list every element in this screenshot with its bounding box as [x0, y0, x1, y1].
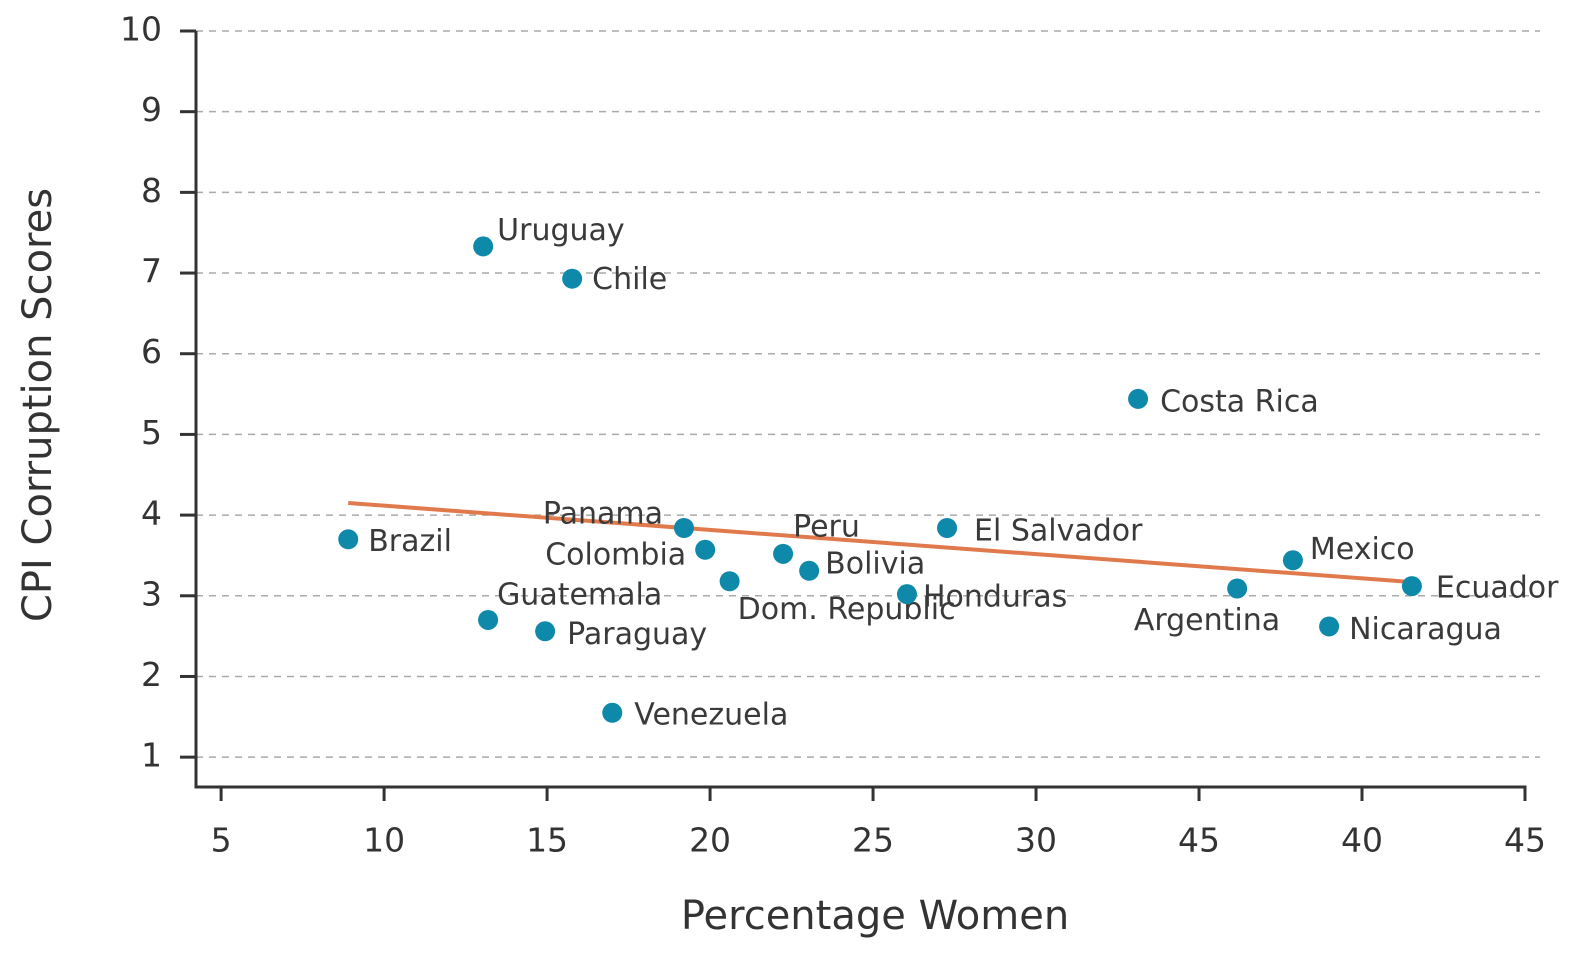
- point-label: Guatemala: [497, 577, 662, 612]
- point: [1128, 388, 1149, 409]
- point-label: Costa Rica: [1160, 384, 1319, 419]
- y-tick-label: 3: [141, 574, 162, 613]
- point-label: Argentina: [1134, 603, 1280, 638]
- point: [673, 518, 694, 539]
- x-tick-label: 25: [852, 821, 894, 860]
- y-tick-label: 5: [141, 413, 162, 452]
- point-label: Bolivia: [825, 546, 925, 581]
- point-label: Dom. Republic: [738, 592, 956, 627]
- x-tick-label: 20: [689, 821, 731, 860]
- point: [338, 529, 359, 550]
- point-label: Brazil: [368, 524, 452, 559]
- point-label: Ecuador: [1436, 571, 1559, 606]
- y-tick-label: 7: [141, 252, 162, 291]
- point: [473, 236, 494, 257]
- y-tick-label: 1: [141, 736, 162, 775]
- y-tick-label: 4: [141, 494, 162, 533]
- y-tick-label: 6: [141, 332, 162, 371]
- y-tick-label: 8: [141, 171, 162, 210]
- x-axis-title: Percentage Women: [681, 893, 1069, 939]
- point-label: Colombia: [545, 537, 686, 572]
- point: [602, 702, 623, 723]
- point-label: Chile: [592, 262, 667, 297]
- x-tick-label: 40: [1341, 821, 1383, 860]
- point: [1282, 550, 1303, 571]
- point-label: Venezuela: [634, 697, 788, 732]
- point: [562, 268, 583, 289]
- y-tick-label: 10: [120, 10, 162, 49]
- point: [719, 571, 740, 592]
- point: [799, 560, 820, 581]
- point-label: Peru: [793, 509, 860, 544]
- point-label: Panama: [543, 497, 663, 532]
- point: [478, 609, 499, 630]
- point: [535, 621, 556, 642]
- point: [896, 584, 917, 605]
- x-tick-label: 45: [1504, 821, 1546, 860]
- x-tick-label: 30: [1015, 821, 1057, 860]
- y-tick-label: 9: [141, 90, 162, 129]
- point: [1227, 578, 1248, 599]
- point: [773, 543, 794, 564]
- point: [1319, 616, 1340, 637]
- x-tick-label: 10: [363, 821, 405, 860]
- y-tick-label: 2: [141, 655, 162, 694]
- point-label: Mexico: [1310, 532, 1415, 567]
- point: [695, 539, 716, 560]
- y-axis-title: CPI Corruption Scores: [15, 188, 61, 622]
- point-label: Uruguay: [497, 213, 625, 248]
- point-label: Honduras: [923, 580, 1067, 615]
- point: [937, 518, 958, 539]
- x-tick-label: 45: [1178, 821, 1220, 860]
- point-label: Paraguay: [567, 617, 707, 652]
- trend-line: [348, 501, 1413, 585]
- x-tick-label: 15: [526, 821, 568, 860]
- point-label: El Salvador: [974, 514, 1143, 549]
- x-tick-label: 5: [211, 821, 232, 860]
- point: [1401, 576, 1422, 597]
- point-label: Nicaragua: [1349, 612, 1502, 647]
